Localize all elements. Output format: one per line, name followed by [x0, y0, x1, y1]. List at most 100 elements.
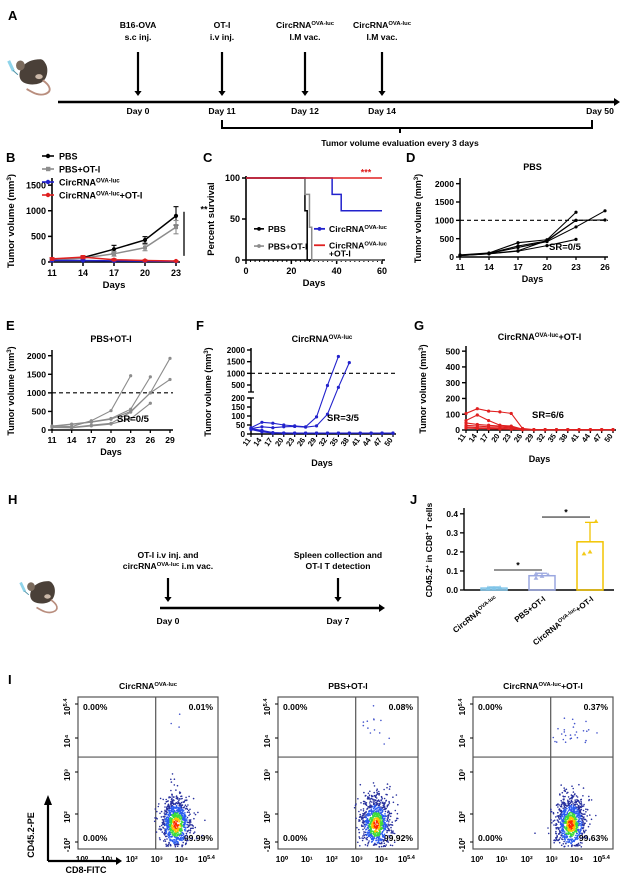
cell-event — [389, 836, 391, 838]
cell-event — [388, 821, 390, 823]
x-tick-label: 10⁰ — [471, 855, 484, 864]
cell-event — [393, 841, 396, 843]
x-tick-label: 26 — [295, 436, 307, 448]
cell-event — [373, 794, 376, 797]
cell-event — [560, 804, 563, 806]
cell-event — [193, 817, 195, 820]
cell-event — [191, 827, 193, 830]
cell-event — [566, 804, 568, 807]
syringe-needle — [24, 590, 30, 596]
syringe-icon — [19, 581, 27, 593]
mouse-point — [168, 356, 172, 360]
cell-event — [563, 832, 565, 834]
cell-event — [374, 796, 377, 798]
cell-event — [375, 837, 378, 840]
cell-event — [171, 821, 174, 823]
cell-event — [581, 826, 583, 829]
event-label-3: CircRNAOVA-luc — [353, 20, 412, 30]
cell-event — [564, 816, 567, 819]
cell-event — [359, 845, 361, 847]
x-tick-label: 29 — [165, 435, 175, 445]
cell-event — [187, 809, 190, 812]
mouse-point — [509, 411, 513, 416]
cell-event — [156, 818, 158, 820]
cell-event — [386, 830, 388, 832]
cell-event-upper — [569, 738, 572, 740]
y-tick-label: 100 — [446, 409, 461, 419]
y-tick-label: 10³ — [63, 769, 72, 781]
mouse-point — [498, 410, 502, 414]
event1-line2: circRNAOVA-luc i.m vac. — [123, 561, 213, 571]
flow-plot-frame-1 — [277, 696, 419, 850]
cell-event — [373, 837, 376, 839]
cell-event — [178, 833, 180, 835]
cell-event — [579, 809, 582, 811]
cell-event — [585, 811, 587, 813]
cell-event — [384, 810, 387, 813]
cell-event — [386, 793, 388, 796]
cell-event — [381, 817, 384, 820]
cell-event — [366, 831, 369, 833]
cell-event — [573, 825, 575, 828]
x-tick-label: 20 — [286, 266, 296, 276]
cell-event — [183, 826, 186, 829]
cell-event — [582, 787, 585, 789]
cell-event — [163, 822, 166, 825]
cell-event — [168, 812, 171, 815]
cell-event — [565, 815, 568, 818]
panel-j-chart: 0.0 0.1 0.2 0.3 0.4 CD45.2+ in CD8+ T cells Ci… — [424, 502, 614, 647]
cell-event — [572, 795, 575, 797]
mouse-point — [282, 425, 286, 429]
cell-event — [564, 827, 566, 829]
cell-event — [172, 806, 175, 808]
mouse-point — [574, 237, 578, 241]
cell-event — [579, 830, 582, 832]
cell-event — [179, 823, 182, 825]
cell-event — [555, 830, 557, 833]
cell-event — [167, 813, 170, 816]
cell-event — [568, 807, 571, 810]
cell-event — [174, 832, 177, 835]
cell-event — [172, 834, 175, 836]
cell-event — [383, 833, 386, 836]
cell-event-upper — [373, 718, 375, 721]
cell-event — [180, 801, 183, 804]
survival-rate-label: SR=0/5 — [549, 242, 582, 253]
cell-event — [567, 823, 569, 825]
cell-event — [388, 802, 391, 804]
panel-letter-g: G — [414, 318, 425, 333]
cell-event — [564, 795, 566, 798]
cell-event — [395, 794, 398, 796]
cell-event — [167, 818, 169, 821]
cell-event — [171, 800, 174, 803]
cell-event — [391, 821, 394, 823]
cell-event — [366, 821, 369, 823]
cell-event — [583, 824, 585, 826]
x-tick-label: 41 — [568, 431, 581, 444]
quad-ll-0: 0.00% — [83, 833, 108, 843]
cell-event — [372, 814, 374, 816]
cell-event — [383, 845, 385, 847]
cell-event — [167, 809, 170, 812]
cell-event — [387, 823, 390, 825]
marker-circle — [49, 256, 55, 262]
mouse-point — [314, 415, 319, 419]
timeline-axis-head — [614, 98, 620, 106]
cell-event — [564, 804, 567, 807]
cell-event — [391, 844, 394, 847]
x-tick-label: 14 — [484, 262, 494, 272]
cell-event — [569, 816, 571, 819]
cell-event — [567, 796, 570, 798]
cell-event — [393, 832, 396, 835]
event-label-0: B16-OVA — [120, 20, 157, 30]
y-tick-label: 2000 — [27, 351, 46, 361]
legend-marker-1 — [257, 244, 261, 248]
cell-event — [567, 799, 569, 802]
scatter-point — [497, 585, 503, 590]
cell-event — [376, 807, 378, 809]
mouse-ear-2 — [44, 594, 51, 599]
cell-event — [558, 808, 561, 810]
cell-event-upper — [596, 732, 598, 734]
cell-event — [180, 834, 183, 837]
cell-event — [154, 808, 157, 810]
